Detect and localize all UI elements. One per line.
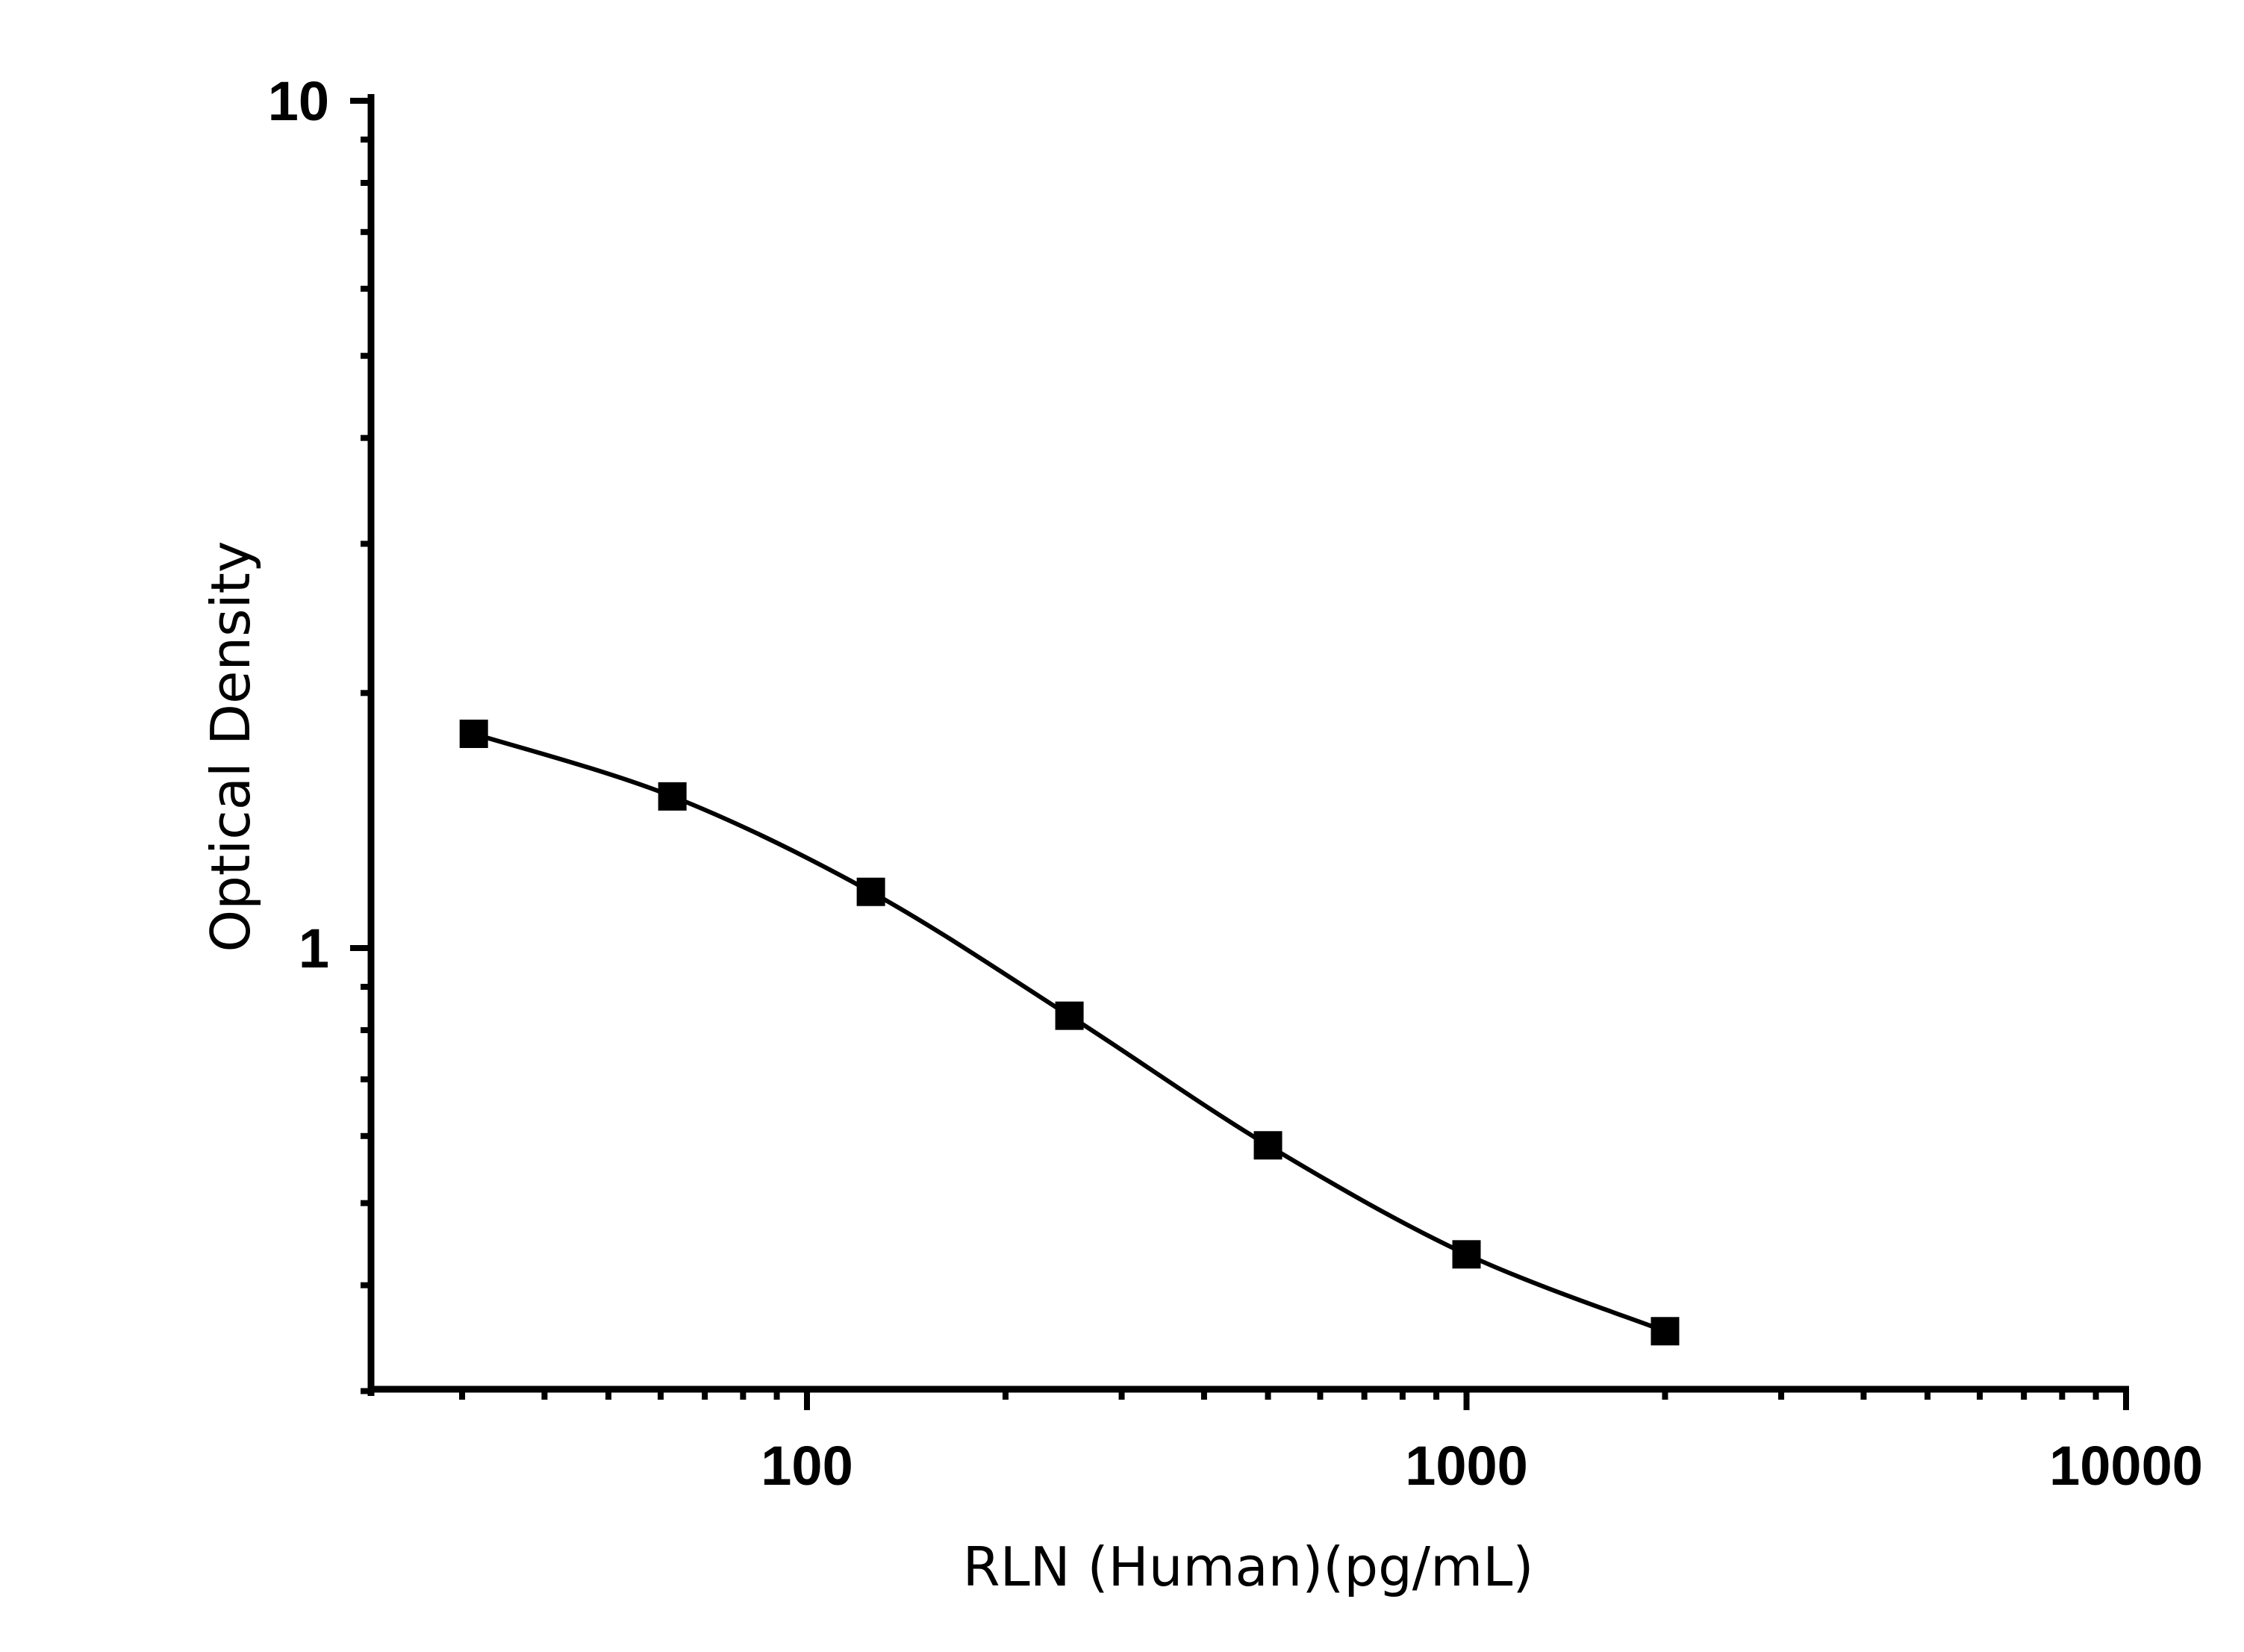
- y-tick-label: 10: [268, 70, 329, 132]
- x-tick-label: 1000: [1405, 1435, 1528, 1497]
- data-point-marker: [658, 782, 687, 811]
- tick-labels: 1 10 100 1000 10000: [268, 70, 2203, 1497]
- data-point-marker: [1452, 1240, 1481, 1269]
- y-axis-title: Optical Density: [199, 541, 262, 953]
- data-point-marker: [1055, 1001, 1084, 1030]
- data-markers: [459, 720, 1680, 1346]
- x-tick-label: 100: [761, 1435, 853, 1497]
- data-point-marker: [459, 720, 488, 749]
- axis-major-ticks: [350, 98, 2129, 1410]
- x-tick-label: 10000: [2049, 1435, 2203, 1497]
- data-point-marker: [856, 877, 885, 906]
- fitted-curve: [473, 732, 1666, 1334]
- y-tick-label: 1: [299, 917, 329, 979]
- x-axis-title: RLN (Human)(pg/mL): [963, 1536, 1534, 1598]
- data-point-marker: [1253, 1131, 1282, 1160]
- data-point-marker: [1651, 1317, 1680, 1346]
